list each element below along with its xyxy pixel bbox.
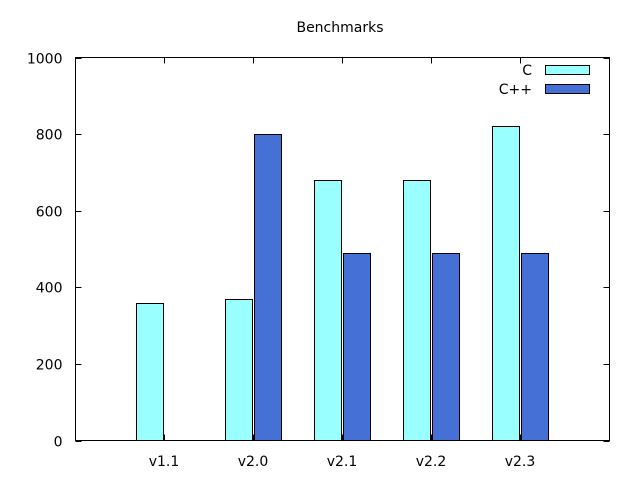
y-tick-label: 600	[36, 205, 63, 221]
y-tick-label: 1000	[27, 52, 63, 68]
y-tick-label: 400	[36, 281, 63, 297]
bar-cpp-v2.1	[343, 253, 371, 441]
y-tick-label: 0	[54, 435, 63, 451]
y-tick-label: 800	[36, 128, 63, 144]
bar-cpp-v2.0	[254, 134, 282, 441]
bar-cpp-v2.2	[432, 253, 460, 441]
y-axis: 0 200 400 600 800 1000	[27, 52, 610, 451]
bars	[136, 126, 549, 441]
x-tick-label: v2.2	[416, 454, 447, 470]
legend-label: C	[522, 63, 532, 79]
x-tick-label: v2.3	[505, 454, 536, 470]
chart-title: Benchmarks	[296, 20, 383, 36]
legend-swatch	[545, 84, 590, 94]
bar-cpp-v2.3	[521, 253, 549, 441]
x-tick-label: v2.0	[238, 454, 269, 470]
bar-c-v2.3	[492, 126, 520, 441]
bar-c-v2.0	[225, 299, 253, 441]
bar-c-v1.1	[136, 303, 164, 441]
x-axis: v1.1 v2.0 v2.1 v2.2 v2.3	[149, 57, 536, 470]
bar-c-v2.1	[314, 180, 342, 441]
y-tick-label: 200	[36, 358, 63, 374]
x-tick-label: v2.1	[327, 454, 358, 470]
bar-c-v2.2	[403, 180, 431, 441]
x-tick-label: v1.1	[149, 454, 180, 470]
legend: C C++	[499, 63, 590, 98]
legend-swatch	[545, 65, 590, 75]
legend-label: C++	[499, 82, 532, 98]
